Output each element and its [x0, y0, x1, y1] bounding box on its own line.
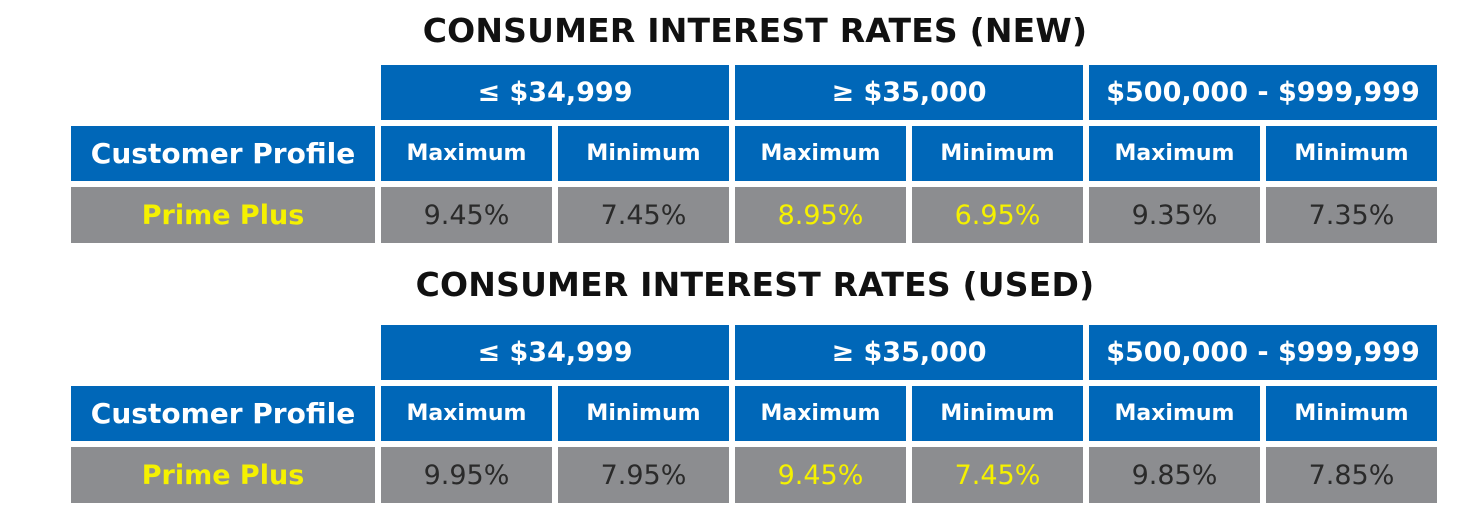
- subheader-maximum: Maximum: [1089, 126, 1260, 181]
- range-header-under-35k: ≤ $34,999: [381, 325, 729, 380]
- rate-value: 9.45%: [381, 187, 552, 243]
- table-title-used: CONSUMER INTEREST RATES (USED): [415, 265, 1095, 304]
- customer-profile-header: Customer Profile: [71, 386, 375, 441]
- rate-value-highlighted: 7.45%: [912, 447, 1083, 503]
- subheader-maximum: Maximum: [735, 386, 906, 441]
- range-header-500k-999k: $500,000 - $999,999: [1089, 65, 1437, 120]
- rate-value-highlighted: 6.95%: [912, 187, 1083, 243]
- rate-value: 7.85%: [1266, 447, 1437, 503]
- table-title-new: CONSUMER INTEREST RATES (NEW): [422, 11, 1088, 50]
- subheader-minimum: Minimum: [1266, 386, 1437, 441]
- range-header-over-35k: ≥ $35,000: [735, 325, 1083, 380]
- rate-value: 9.95%: [381, 447, 552, 503]
- subheader-minimum: Minimum: [558, 386, 729, 441]
- subheader-minimum: Minimum: [1266, 126, 1437, 181]
- rate-value: 7.35%: [1266, 187, 1437, 243]
- customer-profile-header: Customer Profile: [71, 126, 375, 181]
- subheader-minimum: Minimum: [912, 386, 1083, 441]
- subheader-maximum: Maximum: [381, 386, 552, 441]
- subheader-maximum: Maximum: [381, 126, 552, 181]
- subheader-minimum: Minimum: [912, 126, 1083, 181]
- rate-value: 9.85%: [1089, 447, 1260, 503]
- range-header-under-35k: ≤ $34,999: [381, 65, 729, 120]
- rate-value-highlighted: 8.95%: [735, 187, 906, 243]
- profile-label-prime-plus: Prime Plus: [71, 447, 375, 503]
- subheader-maximum: Maximum: [735, 126, 906, 181]
- profile-label-prime-plus: Prime Plus: [71, 187, 375, 243]
- range-header-over-35k: ≥ $35,000: [735, 65, 1083, 120]
- rate-value: 7.45%: [558, 187, 729, 243]
- rate-value-highlighted: 9.45%: [735, 447, 906, 503]
- subheader-minimum: Minimum: [558, 126, 729, 181]
- range-header-500k-999k: $500,000 - $999,999: [1089, 325, 1437, 380]
- rate-value: 9.35%: [1089, 187, 1260, 243]
- subheader-maximum: Maximum: [1089, 386, 1260, 441]
- rate-value: 7.95%: [558, 447, 729, 503]
